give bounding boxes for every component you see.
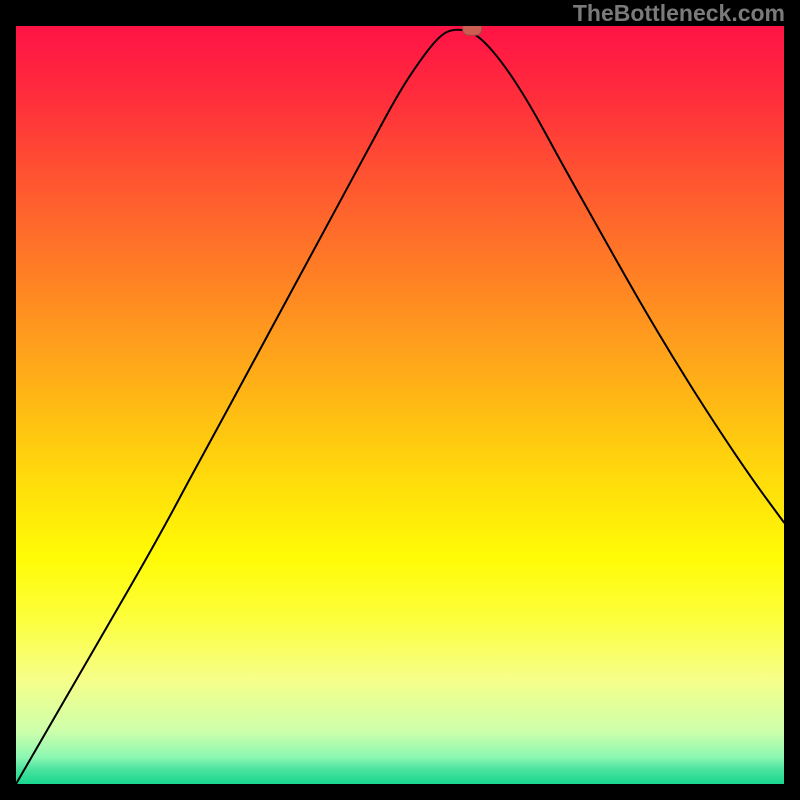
chart-frame: TheBottleneck.com (0, 0, 800, 800)
plot-svg (16, 26, 784, 784)
plot-area (16, 26, 784, 784)
highlight-marker (463, 26, 482, 35)
gradient-background (16, 26, 784, 784)
watermark-text: TheBottleneck.com (573, 0, 785, 27)
